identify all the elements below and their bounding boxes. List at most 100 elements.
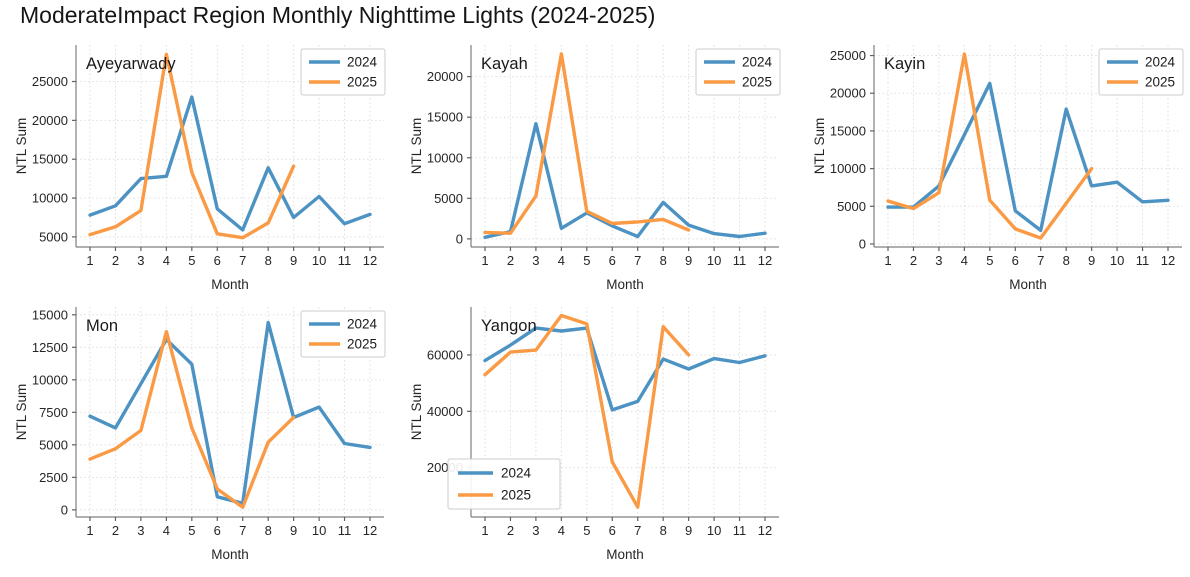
line-2025 [483, 313, 691, 509]
y-tick-label: 0 [61, 502, 68, 517]
legend: 2024 2025 [1098, 48, 1184, 96]
x-tick-label: 10 [707, 253, 721, 268]
y-tick-label: 25000 [830, 48, 866, 63]
y-tick-label: 2500 [39, 470, 68, 485]
legend: 2024 2025 [695, 48, 781, 96]
legend: 2024 2025 [300, 310, 386, 358]
x-tick-label: 5 [188, 253, 195, 268]
y-tick-label: 20000 [830, 86, 866, 101]
x-tick-label: 6 [609, 253, 616, 268]
x-tick-label: 1 [481, 523, 488, 538]
x-tick-label: 7 [634, 253, 641, 268]
x-tick-label: 3 [532, 523, 539, 538]
x-tick-label: 11 [338, 253, 352, 268]
legend-label-2024: 2024 [1145, 55, 1176, 70]
subplot-yangon: 1 2 3 4 5 6 7 8 9 10 11 12 20000 40000 60000 Month NTL S… [405, 300, 797, 572]
y-tick-label: 5000 [39, 437, 68, 452]
y-tick-label: 7500 [39, 405, 68, 420]
y-axis-label: NTL Sum [14, 384, 29, 441]
y-tick-label: 40000 [427, 404, 463, 419]
chart-svg-mon: 1 2 3 4 5 6 7 8 9 10 11 120250050007500100001250015… [14, 307, 386, 562]
y-tick-label: 0 [859, 236, 866, 251]
x-tick-label: 4 [163, 523, 170, 538]
line-2024 [483, 121, 767, 240]
x-tick-label: 5 [986, 253, 993, 268]
x-tick-label: 7 [1037, 253, 1044, 268]
y-tick-label: 10000 [32, 372, 68, 387]
x-tick-label: 3 [935, 253, 942, 268]
x-tick-label: 9 [685, 253, 692, 268]
legend-label-2025: 2025 [1145, 75, 1175, 90]
x-tick-label: 3 [137, 253, 144, 268]
legend: 2024 2025 [300, 48, 386, 96]
x-tick-label: 5 [583, 523, 590, 538]
x-tick-label: 10 [312, 523, 326, 538]
x-tick-label: 6 [1012, 253, 1019, 268]
x-tick-label: 12 [363, 523, 377, 538]
line-2024 [886, 81, 1170, 233]
legend-label-2024: 2024 [347, 55, 378, 70]
y-tick-label: 10000 [427, 150, 463, 165]
x-tick-label: 2 [112, 523, 119, 538]
x-tick-label: 11 [1136, 253, 1150, 268]
subplot-kayah: 1 2 3 4 5 6 7 8 9 10 11 12 0 5000 10000 15000 20000 Month… [405, 38, 797, 310]
line-2025 [88, 52, 296, 240]
x-tick-label: 4 [558, 253, 565, 268]
legend: 2024 2025 [447, 458, 561, 510]
subplot-mon: 1 2 3 4 5 6 7 8 9 10 11 12 0 2500 5000 7500 10000 12500 15… [10, 300, 402, 572]
y-tick-label: 5000 [434, 191, 463, 206]
x-axis-label: Month [211, 547, 249, 562]
y-tick-label: 10000 [32, 191, 68, 206]
x-tick-label: 6 [214, 523, 221, 538]
x-tick-label: 8 [265, 523, 272, 538]
x-tick-label: 4 [558, 523, 565, 538]
y-axis-label: NTL Sum [14, 118, 29, 175]
x-tick-label: 2 [112, 253, 119, 268]
x-tick-label: 11 [733, 523, 747, 538]
y-tick-label: 60000 [427, 347, 463, 362]
chart-svg-kayah: 1 2 3 4 5 6 7 8 9 10 11 1205000100001500020000Month… [409, 45, 781, 292]
region-label: Ayeyarwady [86, 55, 176, 73]
line-2025 [88, 330, 296, 509]
x-tick-label: 1 [86, 523, 93, 538]
x-tick-label: 2 [507, 253, 514, 268]
x-tick-label: 5 [188, 523, 195, 538]
y-tick-label: 5000 [39, 229, 68, 244]
legend-label-2024: 2024 [347, 317, 378, 332]
y-tick-label: 20000 [427, 69, 463, 84]
y-tick-label: 15000 [830, 123, 866, 138]
y-tick-label: 0 [456, 231, 463, 246]
x-tick-label: 12 [758, 523, 772, 538]
y-tick-label: 10000 [830, 161, 866, 176]
y-tick-label: 25000 [32, 74, 68, 89]
x-tick-label: 8 [265, 253, 272, 268]
x-tick-label: 1 [481, 253, 488, 268]
x-tick-label: 8 [1063, 253, 1070, 268]
x-tick-label: 12 [758, 253, 772, 268]
chart-svg-ayeyarwady: 1 2 3 4 5 6 7 8 9 10 11 12500010000150002000025000M… [14, 45, 386, 292]
x-tick-label: 9 [290, 253, 297, 268]
legend-label-2025: 2025 [742, 75, 772, 90]
x-tick-label: 7 [634, 523, 641, 538]
x-axis-label: Month [1009, 277, 1047, 292]
ticks: 1 2 3 4 5 6 7 8 9 10 11 120250050007500100001250015… [32, 307, 377, 538]
line-2024 [483, 326, 767, 412]
y-axis-label: NTL Sum [409, 384, 424, 441]
line-2024 [88, 95, 372, 232]
x-tick-label: 10 [1110, 253, 1124, 268]
x-tick-label: 12 [1161, 253, 1175, 268]
x-tick-label: 2 [507, 523, 514, 538]
x-tick-label: 7 [239, 253, 246, 268]
x-tick-label: 4 [163, 253, 170, 268]
y-tick-label: 15000 [427, 110, 463, 125]
x-tick-label: 2 [910, 253, 917, 268]
x-tick-label: 9 [1088, 253, 1095, 268]
x-tick-label: 7 [239, 523, 246, 538]
subplot-kayin: 1 2 3 4 5 6 7 8 9 10 11 12 0 5000 10000 15000 20000 25000… [808, 38, 1190, 310]
x-tick-label: 1 [86, 253, 93, 268]
